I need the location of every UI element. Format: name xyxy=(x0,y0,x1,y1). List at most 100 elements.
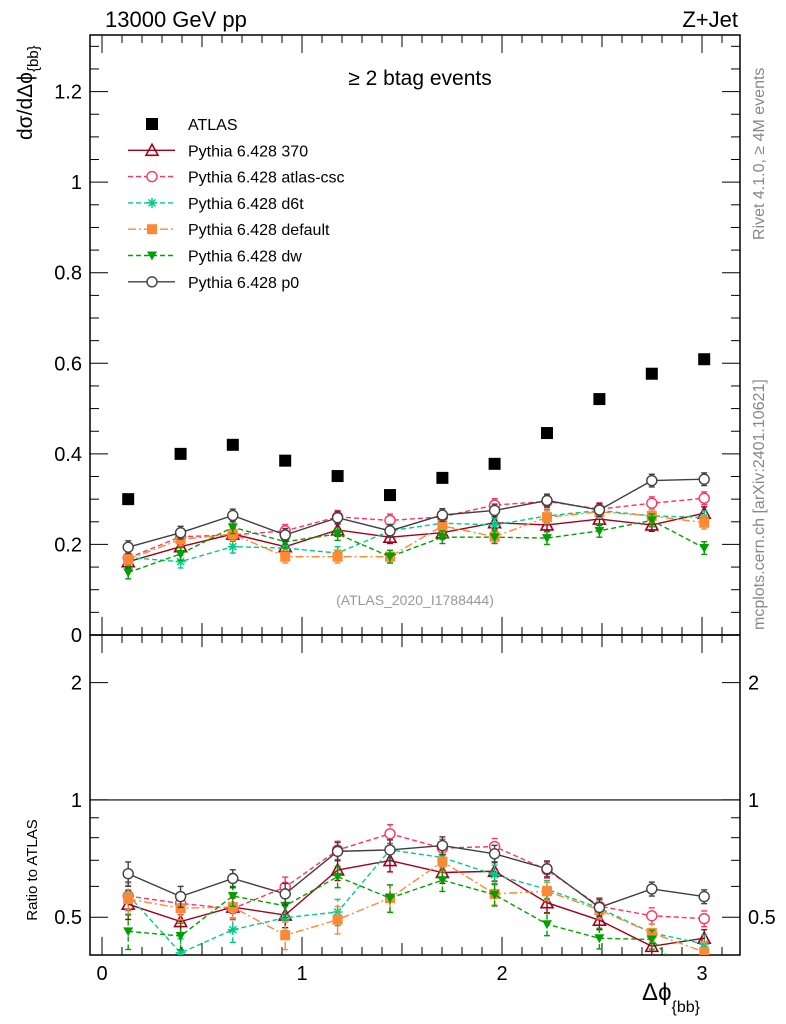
series-370-main xyxy=(120,505,712,569)
series-370-point xyxy=(592,912,607,926)
series-d6t-point xyxy=(489,519,500,530)
series-p0-point xyxy=(174,890,187,903)
series-370-point xyxy=(644,517,660,531)
series-370-line xyxy=(127,859,705,948)
series-default-point xyxy=(123,894,134,905)
series-370-point xyxy=(539,517,555,531)
series-dw-point xyxy=(437,533,448,543)
series-default-point xyxy=(332,551,343,562)
series-default-point xyxy=(280,930,291,941)
series-default-point xyxy=(437,856,448,867)
atlas-data-point xyxy=(645,367,658,380)
series-p0-point xyxy=(488,504,501,517)
legend-marker-icon xyxy=(144,142,160,157)
series-370-ratio xyxy=(120,849,712,955)
ratio-frame xyxy=(89,634,741,956)
series-dw-point xyxy=(385,894,395,904)
legend-marker-icon xyxy=(147,251,157,261)
legend-marker-icon xyxy=(147,197,157,208)
series-atlas-csc-ratio xyxy=(122,823,710,928)
y-tick-label: 0.4 xyxy=(54,444,82,466)
y-tick-label: 1 xyxy=(71,172,82,194)
ratio-axis-label: Ratio to ATLAS xyxy=(24,819,41,920)
ratio-tick-label-right: 0.5 xyxy=(748,907,776,929)
legend-label: Pythia 6.428 atlas-csc xyxy=(188,170,345,187)
series-p0-point xyxy=(331,845,344,858)
ratio-tick-label-left: 1 xyxy=(71,790,82,812)
series-d6t-point xyxy=(227,924,238,935)
legend-marker-icon xyxy=(147,224,157,235)
header-left: 13000 GeV pp xyxy=(105,7,247,32)
series-dw-point xyxy=(175,549,186,559)
x-tick-label: 0 xyxy=(96,963,107,985)
legend-item: ATLAS xyxy=(146,117,238,134)
atlas-data-point xyxy=(174,447,187,460)
legend-label: Pythia 6.428 dw xyxy=(188,249,302,266)
legend-item: Pythia 6.428 default xyxy=(128,222,330,239)
series-d6t-point xyxy=(227,541,238,552)
series-atlas-csc-point xyxy=(646,910,658,922)
series-p0-line xyxy=(127,844,705,909)
series-p0-point xyxy=(174,526,187,539)
series-default-point xyxy=(699,946,710,955)
series-p0-point xyxy=(384,844,396,856)
series-p0-point xyxy=(436,509,449,521)
series-p0-point xyxy=(279,888,291,900)
ratio-tick-label-right: 2 xyxy=(748,673,759,695)
series-default-point xyxy=(227,902,238,913)
series-p0-point xyxy=(488,848,501,860)
series-p0-point xyxy=(646,883,658,895)
series-dw-point xyxy=(227,523,238,533)
watermark: (ATLAS_2020_I1788444) xyxy=(336,592,494,608)
series-p0-ratio xyxy=(122,836,710,917)
series-dw-point xyxy=(123,568,134,578)
series-dw-point xyxy=(646,516,657,526)
series-d6t-point xyxy=(175,947,186,955)
legend-item: Pythia 6.428 370 xyxy=(128,142,308,160)
x-tick-label: 2 xyxy=(496,963,507,985)
series-370-point xyxy=(539,895,555,909)
legend-label: Pythia 6.428 default xyxy=(188,222,330,239)
series-p0-point xyxy=(384,525,396,537)
series-dw-point xyxy=(489,890,500,900)
ratio-tick-label-left: 2 xyxy=(71,673,82,695)
series-p0-point xyxy=(541,494,553,507)
y-axis-label: dσ/dΔϕ{bb} xyxy=(14,45,42,140)
series-atlas-csc-line xyxy=(128,833,705,920)
series-p0-point xyxy=(593,901,606,914)
series-dw-point xyxy=(227,892,238,902)
series-p0-point xyxy=(122,541,134,553)
y-tick-label: 1.2 xyxy=(54,82,82,104)
side-label-rivet: Rivet 4.1.0, ≥ 4M events xyxy=(751,68,768,240)
atlas-data-point xyxy=(331,470,344,483)
series-dw-point xyxy=(123,927,134,937)
series-d6t-line xyxy=(128,509,705,563)
series-p0-point xyxy=(436,839,449,852)
plot-title: ≥ 2 btag events xyxy=(348,67,491,90)
series-dw-point xyxy=(699,544,710,554)
legend-item: Pythia 6.428 p0 xyxy=(128,275,299,292)
series-p0-point xyxy=(698,890,710,903)
series-p0-point xyxy=(122,868,134,880)
series-p0-point xyxy=(331,512,344,524)
x-tick-label: 1 xyxy=(296,963,307,985)
legend-label: ATLAS xyxy=(188,117,238,134)
series-370-point xyxy=(173,913,188,928)
legend: ATLAS Pythia 6.428 370 Pythia 6.428 atlas-… xyxy=(128,117,345,292)
series-atlas-main xyxy=(122,353,711,506)
series-default-point xyxy=(437,520,448,531)
series-default-point xyxy=(699,517,710,528)
series-default-line xyxy=(128,860,705,953)
series-default-point xyxy=(542,886,552,897)
legend-item: Pythia 6.428 d6t xyxy=(128,196,304,213)
series-p0-point xyxy=(593,504,606,516)
series-p0-point xyxy=(698,473,710,485)
series-dw-point xyxy=(594,526,605,536)
atlas-data-point xyxy=(593,393,606,406)
series-dw-main xyxy=(123,513,710,580)
series-p0-point xyxy=(541,863,553,875)
x-axis-label-main: Δϕ xyxy=(642,979,671,1006)
series-dw-point xyxy=(489,533,500,543)
y-tick-label: 0.2 xyxy=(54,534,82,556)
series-p0-line xyxy=(128,478,705,548)
